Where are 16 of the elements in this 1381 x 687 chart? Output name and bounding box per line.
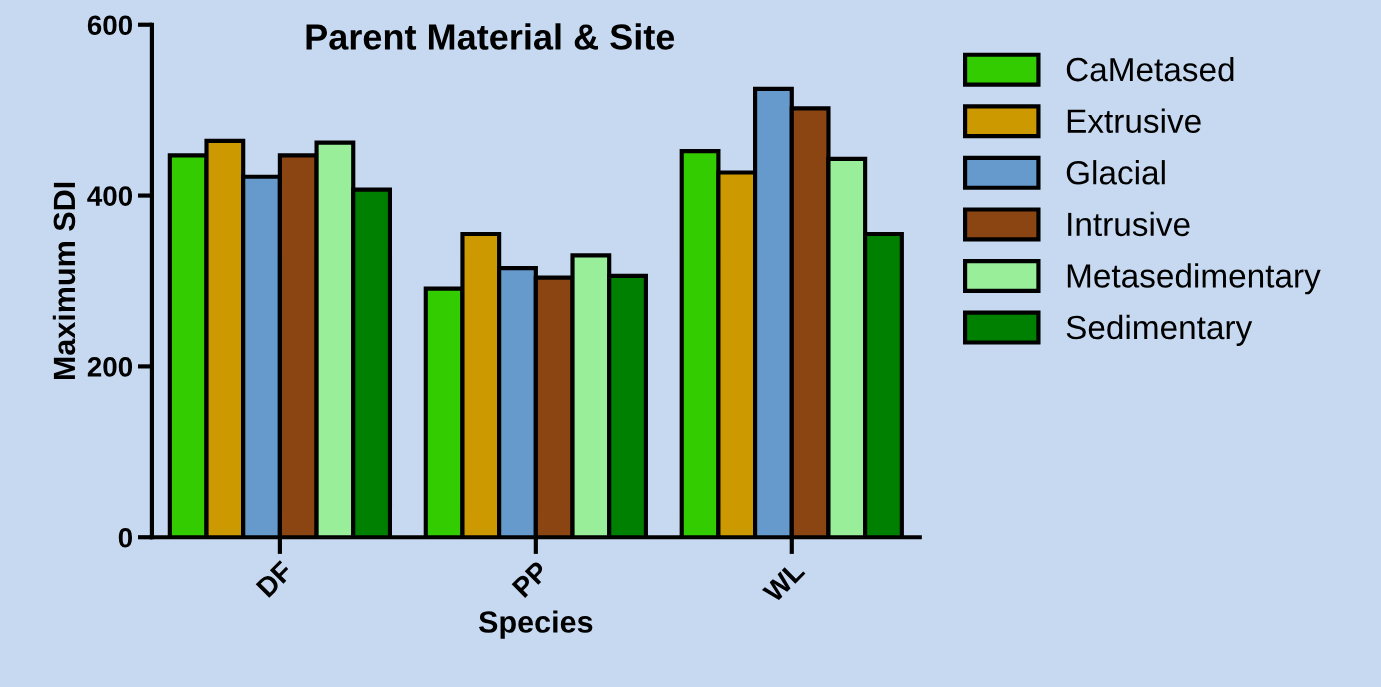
legend-label: Glacial <box>1066 160 1165 185</box>
x-axis-title: Species <box>478 610 593 639</box>
y-tick-label: 400 <box>87 186 133 206</box>
y-tick-label: 200 <box>87 357 133 377</box>
x-tick-label: DF <box>255 560 294 598</box>
legend-label: Intrusive <box>1068 211 1190 237</box>
legend-label: Metasedimentary <box>1067 263 1321 295</box>
chart-title: Parent Material & Site <box>306 23 675 50</box>
x-tick-label: PP <box>511 560 550 598</box>
legend-label: CaMetased <box>1066 56 1234 82</box>
y-tick-label: 0 <box>118 527 133 548</box>
y-axis-title: Maximum SDI <box>52 182 76 380</box>
legend-label: Extrusive <box>1067 108 1201 133</box>
legend-label: Sedimentary <box>1066 314 1253 346</box>
x-tick-label: WL <box>761 560 806 604</box>
y-tick-label: 600 <box>87 15 133 36</box>
